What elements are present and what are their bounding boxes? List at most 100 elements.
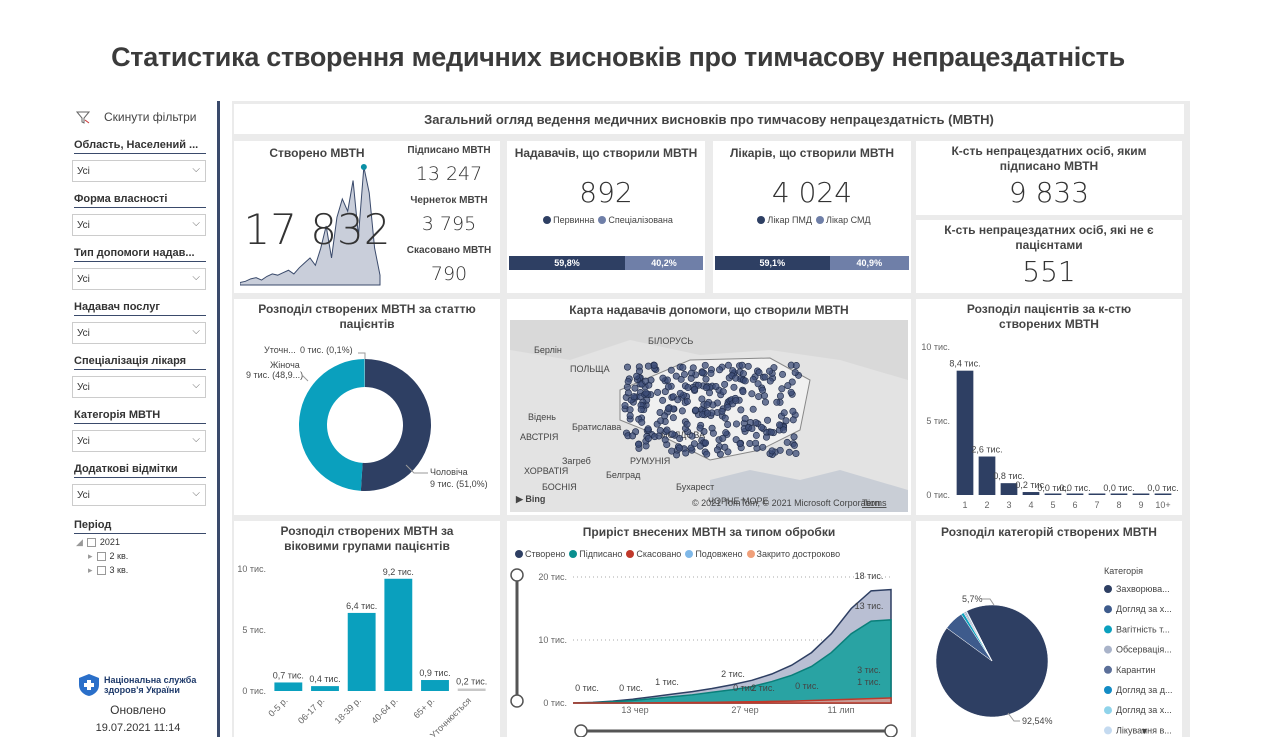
map-point <box>657 417 665 425</box>
map-point <box>676 389 684 397</box>
map-sea <box>710 470 908 512</box>
pie-legend-label: Догляд за х... <box>1116 604 1172 614</box>
filter-select-1[interactable]: Усі ⌵ <box>72 214 206 236</box>
kpi-side-label-1: Чернеток МВТН <box>410 195 488 206</box>
area-data-label: 2 тис. <box>751 683 775 693</box>
patients-count-chart-title: Розподіл пацієнтів за к-стю створених МВ… <box>966 302 1132 331</box>
map-point <box>776 446 784 454</box>
doctors-card: Лікарів, що створили МВТН 4 024 Лікар ПМ… <box>713 141 911 293</box>
kpi-side-value-2: 790 <box>430 263 468 285</box>
x-tick: 6 <box>1072 500 1077 510</box>
map-point <box>655 432 663 440</box>
pie-leader-secondary <box>982 598 995 606</box>
x-tick: 06-17 р. <box>296 695 326 725</box>
map-point <box>624 377 632 385</box>
map-point <box>672 372 680 380</box>
category-pie-chart: 5,7% 92,54% Категорія Захворюва... Догляд за… <box>935 566 1173 736</box>
bar <box>1110 493 1128 495</box>
map-point <box>683 397 691 405</box>
map-point <box>759 386 767 394</box>
bar <box>1044 493 1062 495</box>
map-point <box>792 361 800 369</box>
period-tree-q3[interactable]: ▸ 3 кв. <box>88 565 129 576</box>
map-point <box>761 398 769 406</box>
map-point <box>718 407 726 415</box>
filter-label-4: Спеціалізація лікаря <box>74 355 206 370</box>
pie-legend-label: Догляд за х... <box>1116 705 1172 715</box>
x-tick: 0-5 р. <box>266 695 289 718</box>
map-label-13: БОСНІЯ <box>542 482 577 492</box>
pie-label-secondary: 5,7% <box>962 594 983 604</box>
map-point <box>749 375 757 383</box>
map-point <box>773 398 781 406</box>
y-tick: 0 тис. <box>543 698 567 708</box>
filter-select-0[interactable]: Усі ⌵ <box>72 160 206 182</box>
bar <box>1132 493 1150 495</box>
map-point <box>744 362 752 370</box>
map-point <box>621 402 629 410</box>
filter-select-4[interactable]: Усі ⌵ <box>72 376 206 398</box>
filter-select-2[interactable]: Усі ⌵ <box>72 268 206 290</box>
map-point <box>732 374 740 382</box>
growth-area-chart[interactable]: 20 тис. 10 тис. 0 тис. 13 чер 27 чер 11 лип 0 … <box>507 561 911 737</box>
period-tree-2021[interactable]: ◢ 2021 <box>76 537 120 548</box>
map-point <box>644 425 652 433</box>
nszu-logo: Національна служба здоров'я України <box>78 673 204 697</box>
y-tick: 0 тис. <box>926 490 950 500</box>
donut-value-unspecified: 0 тис. (0,1%) <box>300 345 353 355</box>
reset-filters-button[interactable]: Скинути фільтри <box>76 110 197 124</box>
map-point <box>790 433 798 441</box>
donut-leader-male <box>405 464 428 474</box>
map-point <box>709 429 717 437</box>
legend-dot-2 <box>626 550 635 558</box>
patients-count-chart-card: Розподіл пацієнтів за к-стю створених МВ… <box>916 299 1182 515</box>
filter-select-value: Усі <box>77 490 90 501</box>
filter-select-5[interactable]: Усі ⌵ <box>72 430 206 452</box>
map-point <box>674 396 682 404</box>
legend-dot-0 <box>515 550 523 558</box>
kpi-side-value-1: 3 795 <box>421 213 477 235</box>
providers-title: Надавачів, що створили МВТН <box>514 146 698 160</box>
map-point <box>739 388 747 396</box>
providers-map[interactable]: Берлін ПОЛЬЩА БІЛОРУСЬ Відень Братислава АВСТ… <box>510 320 908 512</box>
x-slider-handle-left <box>574 724 588 737</box>
bar <box>1022 492 1040 495</box>
updated-label: Оновлено <box>110 703 166 717</box>
filter-select-6[interactable]: Усі ⌵ <box>72 484 206 506</box>
category-chart-card: Розподіл категорій створених МВТН 5,7% 92… <box>916 521 1182 737</box>
map-point <box>635 440 643 448</box>
legend-scroll-down-icon: ▼ <box>1140 726 1149 736</box>
map-point <box>766 367 774 375</box>
doctors-value: 4 024 <box>771 176 853 209</box>
legend-label-2: Скасовано <box>636 549 682 559</box>
map-point <box>709 401 717 409</box>
area-data-label: 1 тис. <box>857 677 881 687</box>
area-data-label: 0 тис. <box>619 683 643 693</box>
map-point <box>732 420 740 428</box>
dashboard-canvas: Загальний огляд ведення медичних висновк… <box>232 101 1190 737</box>
y-tick: 10 тис. <box>538 635 567 645</box>
map-label-2: БІЛОРУСЬ <box>648 336 693 346</box>
map-label-12: ЧОРНЕ МОРЕ <box>708 496 769 506</box>
kpi-side-label-2: Скасовано МВТН <box>406 245 492 256</box>
map-point <box>787 388 795 396</box>
providers-card: Надавачів, що створили МВТН 892 Первинна… <box>507 141 705 293</box>
x-tick: 7 <box>1094 500 1099 510</box>
patients-count-bar-chart: 10 тис. 5 тис. 0 тис. 8,4 тис. 1 2,6 тис. 2 0,8… <box>921 342 1178 510</box>
map-label-3: Відень <box>528 412 556 422</box>
map-point <box>669 414 677 422</box>
y-slider-handle-top <box>510 568 524 582</box>
bar <box>1154 493 1172 495</box>
map-point <box>716 366 724 374</box>
pie-legend-label: Догляд за д... <box>1116 685 1173 695</box>
pie-slice-7 <box>966 610 993 662</box>
x-tick: 18-39 р. <box>333 695 363 725</box>
map-point <box>650 361 658 369</box>
filter-select-value: Усі <box>77 166 90 177</box>
filter-select-3[interactable]: Усі ⌵ <box>72 322 206 344</box>
period-tree-q2[interactable]: ▸ 2 кв. <box>88 551 129 562</box>
map-point <box>696 424 704 432</box>
area-data-label: 3 тис. <box>857 665 881 675</box>
x-tick: 10+ <box>1155 500 1170 510</box>
map-point <box>783 438 791 446</box>
